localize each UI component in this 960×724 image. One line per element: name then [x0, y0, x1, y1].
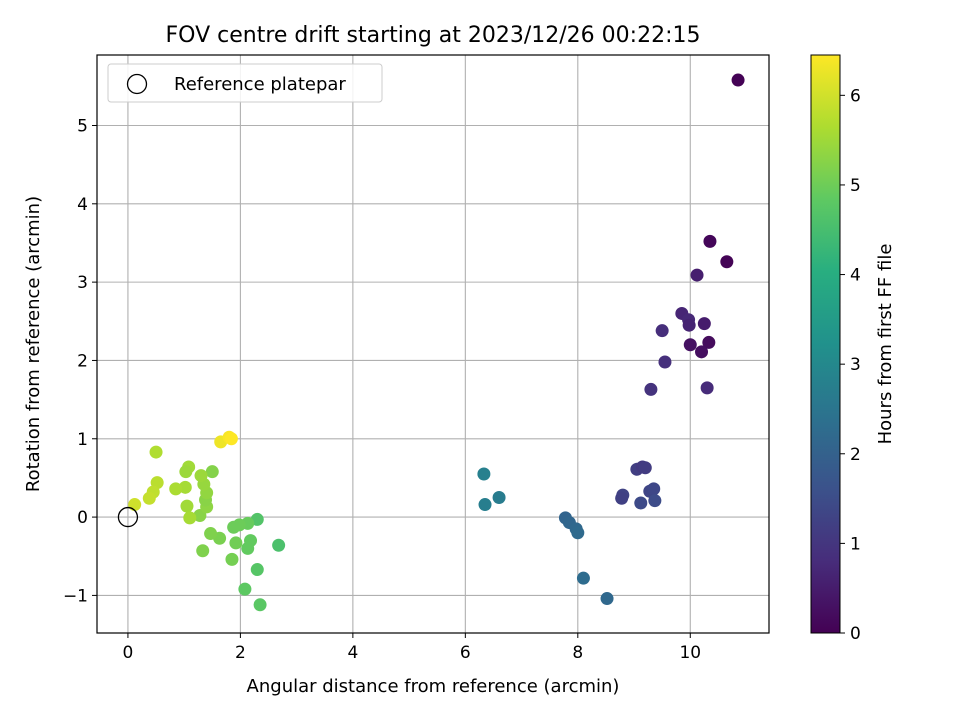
colorbar-ticks: 0 1 2 3 4 5 6 — [840, 86, 861, 644]
data-point — [647, 482, 661, 496]
chart-title: FOV centre drift starting at 2023/12/26 … — [166, 23, 701, 48]
data-point — [655, 324, 669, 338]
y-axis-label: Rotation from reference (arcmin) — [23, 196, 44, 492]
data-point — [194, 469, 208, 483]
plot-frame — [96, 54, 770, 634]
data-point — [644, 382, 658, 396]
x-tick-label: 0 — [123, 643, 134, 663]
y-tick-label: 2 — [77, 351, 88, 371]
colorbar-label: Hours from first FF file — [875, 244, 896, 445]
data-point — [253, 598, 267, 612]
data-point — [576, 571, 590, 585]
data-point — [695, 345, 709, 359]
data-point — [638, 461, 652, 475]
data-point — [183, 511, 197, 525]
data-point — [571, 526, 585, 540]
data-point — [478, 498, 492, 512]
data-point — [142, 491, 156, 505]
data-point — [648, 494, 662, 508]
data-point — [205, 465, 219, 479]
data-point — [600, 592, 614, 606]
colorbar-gradient — [811, 55, 840, 633]
data-point — [178, 480, 192, 494]
legend-entry-reference: Reference platepar — [174, 74, 346, 95]
data-point — [634, 496, 648, 510]
legend-box — [107, 63, 383, 103]
data-point — [731, 73, 745, 87]
data-point — [169, 482, 183, 496]
data-point — [720, 255, 734, 269]
x-tick-label: 8 — [572, 643, 583, 663]
data-point — [180, 499, 194, 513]
data-point — [492, 491, 506, 505]
colorbar-tick-label: 3 — [850, 355, 861, 375]
reference-platepar-marker — [117, 506, 139, 528]
data-point — [703, 234, 717, 248]
x-tick-label: 10 — [679, 643, 701, 663]
y-tick-label: 4 — [77, 195, 88, 215]
colorbar-tick-label: 4 — [850, 266, 861, 286]
data-point — [272, 538, 286, 552]
x-axis-label: Angular distance from reference (arcmin) — [247, 676, 620, 697]
x-tick-label: 4 — [347, 643, 358, 663]
data-point — [682, 318, 696, 332]
data-point — [196, 544, 210, 558]
y-axis-ticks: −1 0 1 2 3 4 5 — [63, 116, 97, 606]
legend: Reference platepar — [107, 63, 383, 103]
colorbar-tick-label: 2 — [850, 445, 861, 465]
data-points — [128, 73, 745, 612]
x-tick-label: 2 — [235, 643, 246, 663]
data-point — [229, 536, 243, 550]
colorbar-frame — [810, 54, 841, 634]
colorbar-tick-label: 0 — [850, 624, 861, 644]
data-point — [477, 467, 491, 481]
grid — [97, 55, 769, 633]
colorbar: 0 1 2 3 4 5 6 Hours from first FF file — [810, 54, 896, 644]
data-point — [250, 563, 264, 577]
data-point — [615, 491, 629, 505]
legend-reference-marker — [126, 73, 148, 95]
data-point — [241, 541, 255, 555]
y-tick-label: 0 — [77, 508, 88, 528]
colorbar-tick-label: 1 — [850, 534, 861, 554]
reference-marker-layer — [117, 506, 139, 528]
y-tick-label: 1 — [77, 430, 88, 450]
data-point — [179, 465, 193, 479]
data-point — [690, 268, 704, 282]
data-point — [225, 552, 239, 566]
colorbar-tick-label: 6 — [850, 86, 861, 106]
data-point — [149, 445, 163, 459]
data-point — [658, 355, 672, 369]
y-tick-label: 5 — [77, 116, 88, 136]
data-point — [224, 432, 238, 446]
y-tick-label: 3 — [77, 273, 88, 293]
data-point — [697, 317, 711, 331]
colorbar-tick-label: 5 — [850, 176, 861, 196]
x-axis-ticks: 0 2 4 6 8 10 — [123, 633, 701, 663]
data-point — [702, 335, 716, 349]
data-point — [227, 520, 241, 534]
y-tick-label: −1 — [63, 586, 88, 606]
data-point — [238, 582, 252, 596]
x-tick-label: 6 — [460, 643, 471, 663]
data-point — [700, 381, 714, 395]
data-point — [204, 527, 218, 541]
data-point — [128, 498, 142, 512]
data-point — [683, 338, 697, 352]
